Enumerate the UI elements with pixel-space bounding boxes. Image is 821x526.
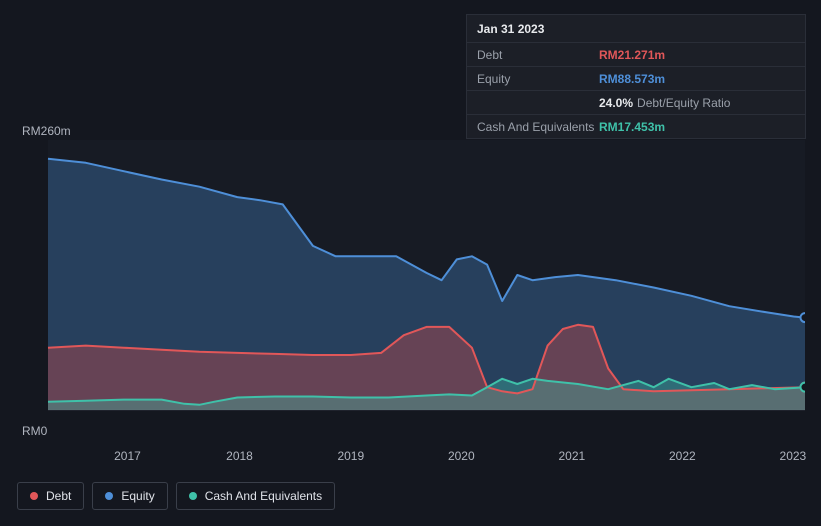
x-tick: 2022 [669, 449, 696, 463]
tooltip-date: Jan 31 2023 [467, 15, 805, 43]
tooltip-row-value: RM88.573m [599, 72, 665, 86]
chart-area[interactable] [16, 120, 805, 420]
x-tick: 2023 [780, 449, 807, 463]
tooltip-row-label [477, 96, 599, 110]
legend-item-debt[interactable]: Debt [17, 482, 84, 510]
legend-swatch [30, 492, 38, 500]
legend-label: Debt [46, 489, 71, 503]
x-tick: 2019 [337, 449, 364, 463]
tooltip-row-secondary: Debt/Equity Ratio [637, 96, 730, 110]
tooltip-row-label: Debt [477, 48, 599, 62]
x-tick: 2017 [114, 449, 141, 463]
chart-svg [16, 120, 805, 420]
cash-end-marker [801, 383, 806, 392]
legend-label: Equity [121, 489, 154, 503]
y-axis-min-label: RM0 [22, 424, 47, 438]
tooltip-row: DebtRM21.271m [467, 43, 805, 67]
equity-end-marker [801, 313, 806, 322]
legend: Debt Equity Cash And Equivalents [17, 482, 335, 510]
legend-swatch [105, 492, 113, 500]
tooltip-row: 24.0% Debt/Equity Ratio [467, 91, 805, 115]
tooltip-row-value: RM21.271m [599, 48, 665, 62]
tooltip-row-value: 24.0% [599, 96, 633, 110]
legend-swatch [189, 492, 197, 500]
legend-label: Cash And Equivalents [205, 489, 322, 503]
legend-item-equity[interactable]: Equity [92, 482, 167, 510]
tooltip-row: EquityRM88.573m [467, 67, 805, 91]
legend-item-cash-and-equivalents[interactable]: Cash And Equivalents [176, 482, 335, 510]
tooltip-row-label: Equity [477, 72, 599, 86]
x-tick: 2021 [558, 449, 585, 463]
x-tick: 2020 [448, 449, 475, 463]
x-tick: 2018 [226, 449, 253, 463]
